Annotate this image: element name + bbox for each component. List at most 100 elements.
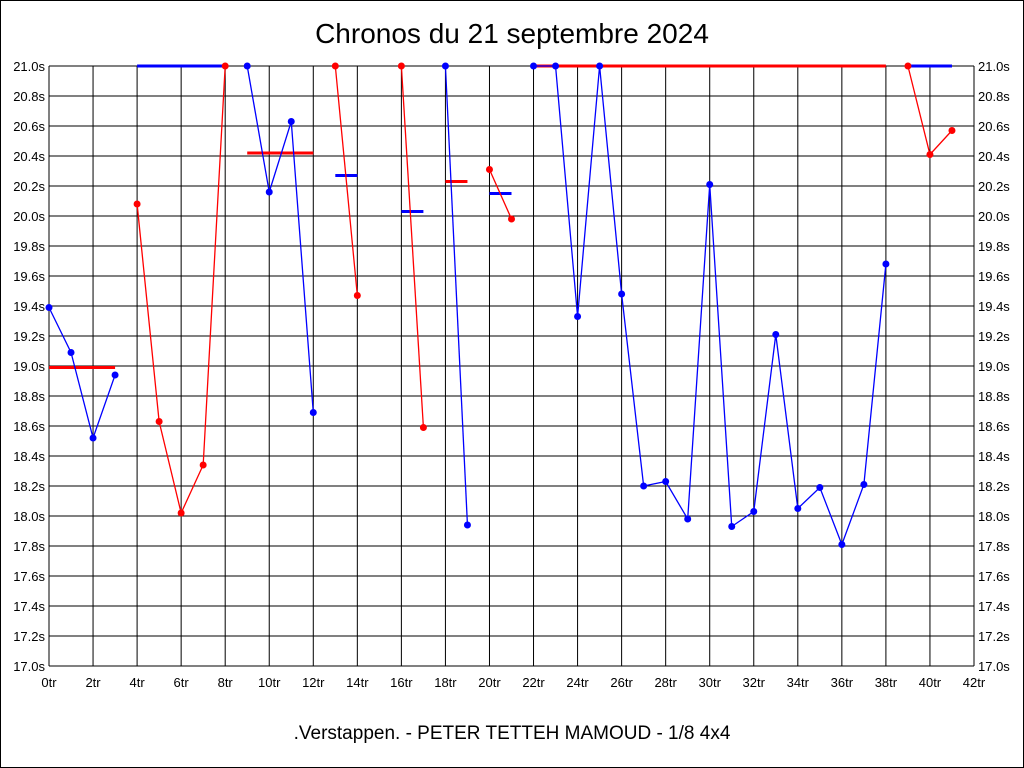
lap-point: [243, 62, 251, 70]
y-tick-label-left: 18.2s: [13, 479, 45, 494]
y-tick-label-left: 18.8s: [13, 389, 45, 404]
y-tick-label-right: 20.2s: [978, 179, 1010, 194]
lap-point: [155, 418, 163, 425]
y-tick-label-right: 20.8s: [978, 89, 1010, 104]
x-tick-label: 24tr: [566, 675, 589, 690]
lap-point: [574, 313, 582, 320]
lap-point: [904, 62, 912, 70]
stint-lap-line: [48, 307, 116, 441]
y-tick-label-right: 17.6s: [978, 569, 1010, 584]
y-tick-label-left: 18.0s: [13, 509, 45, 524]
y-tick-label-left: 17.8s: [13, 539, 45, 554]
x-tick-label: 20tr: [478, 675, 501, 690]
y-tick-label-left: 18.4s: [13, 449, 45, 464]
lap-point: [265, 188, 273, 196]
lap-point: [441, 62, 449, 70]
lap-point: [794, 505, 802, 512]
x-tick-label: 26tr: [610, 675, 633, 690]
y-tick-label-left: 20.0s: [13, 209, 45, 224]
y-tick-label-left: 20.2s: [13, 179, 45, 194]
x-tick-label: 14tr: [346, 675, 369, 690]
chart-title: Chronos du 21 septembre 2024: [315, 18, 709, 49]
y-tick-label-left: 17.6s: [13, 569, 45, 584]
lap-point: [353, 292, 361, 299]
stint-lap-line: [334, 65, 358, 296]
y-tick-label-left: 17.0s: [13, 659, 45, 674]
x-tick-label: 0tr: [41, 675, 57, 690]
y-tick-label-right: 19.0s: [978, 359, 1010, 374]
lap-point: [287, 118, 295, 125]
y-tick-label-left: 20.4s: [13, 149, 45, 164]
lap-point: [750, 508, 758, 515]
x-tick-label: 18tr: [434, 675, 457, 690]
y-tick-label-left: 18.6s: [13, 419, 45, 434]
y-tick-label-right: 19.2s: [978, 329, 1010, 344]
x-tick-label: 16tr: [390, 675, 413, 690]
stint-lap-line: [488, 169, 513, 220]
y-tick-label-right: 18.8s: [978, 389, 1010, 404]
x-tick-label: 36tr: [831, 675, 854, 690]
y-tick-label-left: 20.6s: [13, 119, 45, 134]
y-tick-label-right: 20.4s: [978, 149, 1010, 164]
lap-point: [111, 371, 119, 379]
lap-point: [618, 290, 626, 298]
x-tick-label: 38tr: [875, 675, 898, 690]
x-tick-label: 6tr: [174, 675, 190, 690]
y-tick-label-left: 19.6s: [13, 269, 45, 284]
y-tick-label-left: 20.8s: [13, 89, 45, 104]
lap-point: [772, 331, 780, 338]
y-tick-label-right: 21.0s: [978, 59, 1010, 74]
lap-point: [309, 409, 317, 416]
x-tick-label: 40tr: [919, 675, 942, 690]
y-tick-label-right: 20.6s: [978, 119, 1010, 134]
lap-point: [596, 62, 604, 70]
lap-point: [728, 523, 736, 530]
y-tick-label-right: 18.6s: [978, 419, 1010, 434]
x-tick-label: 12tr: [302, 675, 325, 690]
x-tick-label: 28tr: [654, 675, 677, 690]
lap-point: [684, 515, 692, 523]
y-tick-label-left: 21.0s: [13, 59, 45, 74]
y-tick-label-right: 19.4s: [978, 299, 1010, 314]
lap-point: [552, 62, 560, 70]
lap-point: [463, 521, 471, 529]
lap-point: [221, 62, 229, 70]
lap-point: [199, 461, 207, 469]
lap-point: [485, 166, 493, 173]
lap-point: [67, 349, 75, 356]
lap-point: [640, 482, 648, 490]
lap-point: [530, 62, 538, 70]
y-tick-label-right: 20.0s: [978, 209, 1010, 224]
x-tick-label: 2tr: [85, 675, 101, 690]
x-tick-label: 22tr: [522, 675, 545, 690]
lap-point: [89, 434, 97, 442]
y-tick-label-right: 17.4s: [978, 599, 1010, 614]
lap-point: [706, 181, 714, 188]
lap-point: [45, 304, 53, 311]
y-tick-label-right: 18.2s: [978, 479, 1010, 494]
y-tick-label-right: 19.8s: [978, 239, 1010, 254]
lap-point: [133, 200, 141, 208]
stint-lap-line: [400, 65, 425, 428]
stint-lap-line: [444, 65, 469, 526]
y-tick-label-left: 19.0s: [13, 359, 45, 374]
y-tick-label-left: 19.2s: [13, 329, 45, 344]
lap-point: [331, 62, 339, 70]
x-tick-label: 42tr: [963, 675, 986, 690]
lap-point: [838, 541, 846, 548]
x-tick-label: 10tr: [258, 675, 281, 690]
lap-point: [419, 424, 427, 431]
y-tick-label-right: 17.2s: [978, 629, 1010, 644]
x-tick-label: 8tr: [218, 675, 234, 690]
x-tick-label: 32tr: [743, 675, 766, 690]
stint-lap-line: [246, 65, 314, 413]
y-tick-label-left: 19.8s: [13, 239, 45, 254]
lap-point: [397, 62, 405, 70]
y-tick-label-right: 18.4s: [978, 449, 1010, 464]
lap-point: [882, 260, 890, 268]
lap-point: [948, 127, 956, 134]
lap-point: [177, 509, 185, 517]
chart-footer: .Verstappen. - PETER TETTEH MAMOUD - 1/8…: [293, 723, 731, 744]
y-tick-label-right: 17.0s: [978, 659, 1010, 674]
